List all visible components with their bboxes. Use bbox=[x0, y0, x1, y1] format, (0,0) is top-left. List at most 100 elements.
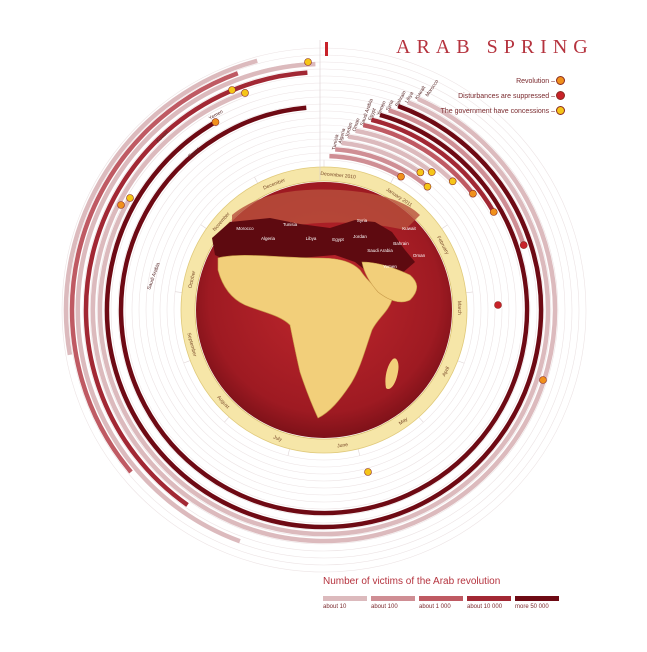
scale-label-50000: more 50 000 bbox=[515, 604, 549, 610]
country-arc-morocco bbox=[90, 90, 558, 544]
legend-concessions-dot bbox=[556, 106, 565, 115]
country-label: Algeria bbox=[338, 128, 348, 145]
outcome-dot bbox=[423, 182, 432, 191]
guide-ring bbox=[145, 131, 503, 489]
outcome-dot bbox=[469, 189, 477, 198]
map-label: Saudi Arabia bbox=[367, 248, 393, 253]
map-label: Yemen bbox=[383, 264, 397, 269]
scale-label-10: about 10 bbox=[323, 604, 347, 610]
guide-ring bbox=[131, 117, 517, 503]
outer-arc bbox=[69, 71, 239, 474]
scale-label-100: about 100 bbox=[371, 604, 398, 610]
map-label: Syria bbox=[357, 218, 368, 223]
map-label: Bahrain bbox=[393, 241, 409, 246]
outcome-dot bbox=[519, 241, 528, 249]
legend-revolution-label: Revolution – bbox=[516, 78, 555, 85]
guide-ring bbox=[159, 145, 489, 475]
outer-country-label: Saudi Arabia bbox=[146, 262, 161, 291]
country-label: Yemen bbox=[376, 100, 388, 117]
timeline-ring-inner-edge bbox=[194, 180, 454, 440]
scale-bar-10 bbox=[323, 596, 367, 601]
guide-ring bbox=[117, 103, 531, 517]
outcome-dot bbox=[304, 58, 312, 66]
month-label: April bbox=[441, 366, 451, 378]
legend-suppressed-dot bbox=[556, 91, 565, 100]
outcome-dot bbox=[117, 201, 125, 209]
scale-label-1000: about 1 000 bbox=[419, 604, 451, 610]
map-label: Jordan bbox=[353, 234, 367, 239]
country-arc-algeria bbox=[335, 147, 429, 189]
scale-label-10000: about 10 000 bbox=[467, 604, 503, 610]
outcome-dot bbox=[427, 168, 436, 176]
map-label: Egypt bbox=[332, 237, 344, 242]
map-label: Kuwait bbox=[402, 226, 416, 231]
scale-bar-1000 bbox=[419, 596, 463, 601]
month-label: June bbox=[337, 442, 349, 449]
outcome-dot bbox=[126, 194, 134, 202]
guide-ring bbox=[61, 47, 587, 573]
outer-arc bbox=[83, 70, 308, 507]
legend-concessions-label: The government have concessions – bbox=[440, 108, 555, 115]
outer-arc bbox=[63, 58, 258, 356]
map-label: Algeria bbox=[261, 236, 276, 241]
outer-arc bbox=[75, 61, 316, 544]
victims-scale-title: Number of victims of the Arab revolution bbox=[323, 576, 501, 587]
scale-bar-100 bbox=[371, 596, 415, 601]
country-arc-tunisia bbox=[329, 153, 403, 179]
guide-ring bbox=[124, 110, 524, 510]
outcome-dot bbox=[397, 172, 405, 181]
outcome-dot bbox=[241, 89, 249, 97]
scale-bar-50000 bbox=[515, 596, 559, 601]
madagascar bbox=[385, 358, 399, 390]
country-arc-jordan bbox=[341, 140, 422, 175]
map-label: Tunisia bbox=[283, 222, 298, 227]
arabian-peninsula bbox=[361, 261, 418, 303]
month-label: July bbox=[272, 434, 283, 443]
guide-ring bbox=[103, 89, 545, 531]
legend-suppressed-label: Disturbances are suppressed – bbox=[458, 93, 555, 100]
country-arc-egypt bbox=[362, 122, 475, 195]
country-label: Syria bbox=[385, 99, 395, 112]
country-arc-saudi-arabia bbox=[355, 128, 455, 183]
country-label: Jordan bbox=[344, 122, 354, 139]
country-arc-bahrain bbox=[388, 108, 526, 246]
month-label: March bbox=[456, 301, 462, 315]
legend-revolution-dot bbox=[556, 76, 565, 85]
country-label: Tunisia bbox=[331, 134, 340, 151]
guide-ring bbox=[152, 138, 496, 482]
map-label: Morocco bbox=[236, 226, 254, 231]
country-arc-libya bbox=[104, 103, 544, 530]
africa-landmass bbox=[217, 255, 393, 419]
outcome-dot bbox=[211, 118, 220, 126]
country-label: Egypt bbox=[367, 107, 378, 122]
country-label: Oman bbox=[352, 117, 362, 132]
timeline-ring bbox=[181, 167, 467, 453]
guide-ring bbox=[89, 75, 559, 545]
guide-ring bbox=[82, 68, 566, 552]
outcome-dot bbox=[364, 468, 372, 476]
country-label: Libya bbox=[404, 91, 415, 105]
guide-ring bbox=[166, 152, 482, 468]
month-label: December 2010 bbox=[320, 171, 356, 181]
outcome-dot bbox=[494, 301, 502, 309]
guide-ring bbox=[110, 96, 538, 524]
guide-ring bbox=[96, 82, 552, 538]
timeline-ring-outer-edge bbox=[180, 166, 468, 454]
month-label: May bbox=[398, 416, 410, 427]
map-label: Libya bbox=[306, 236, 317, 241]
outcome-dot bbox=[228, 86, 236, 94]
page-title: ARAB SPRING bbox=[396, 36, 594, 58]
country-arc-yemen bbox=[370, 117, 496, 214]
outcome-dot bbox=[539, 376, 547, 384]
guide-ring bbox=[138, 124, 510, 496]
guide-ring bbox=[68, 54, 580, 566]
outcome-dot bbox=[416, 168, 425, 177]
outcome-dot bbox=[448, 177, 457, 186]
start-marker bbox=[325, 42, 328, 56]
scale-bar-10000 bbox=[467, 596, 511, 601]
outcome-dot bbox=[489, 208, 498, 216]
country-arc-syria bbox=[118, 105, 530, 516]
month-label: October bbox=[188, 270, 198, 289]
